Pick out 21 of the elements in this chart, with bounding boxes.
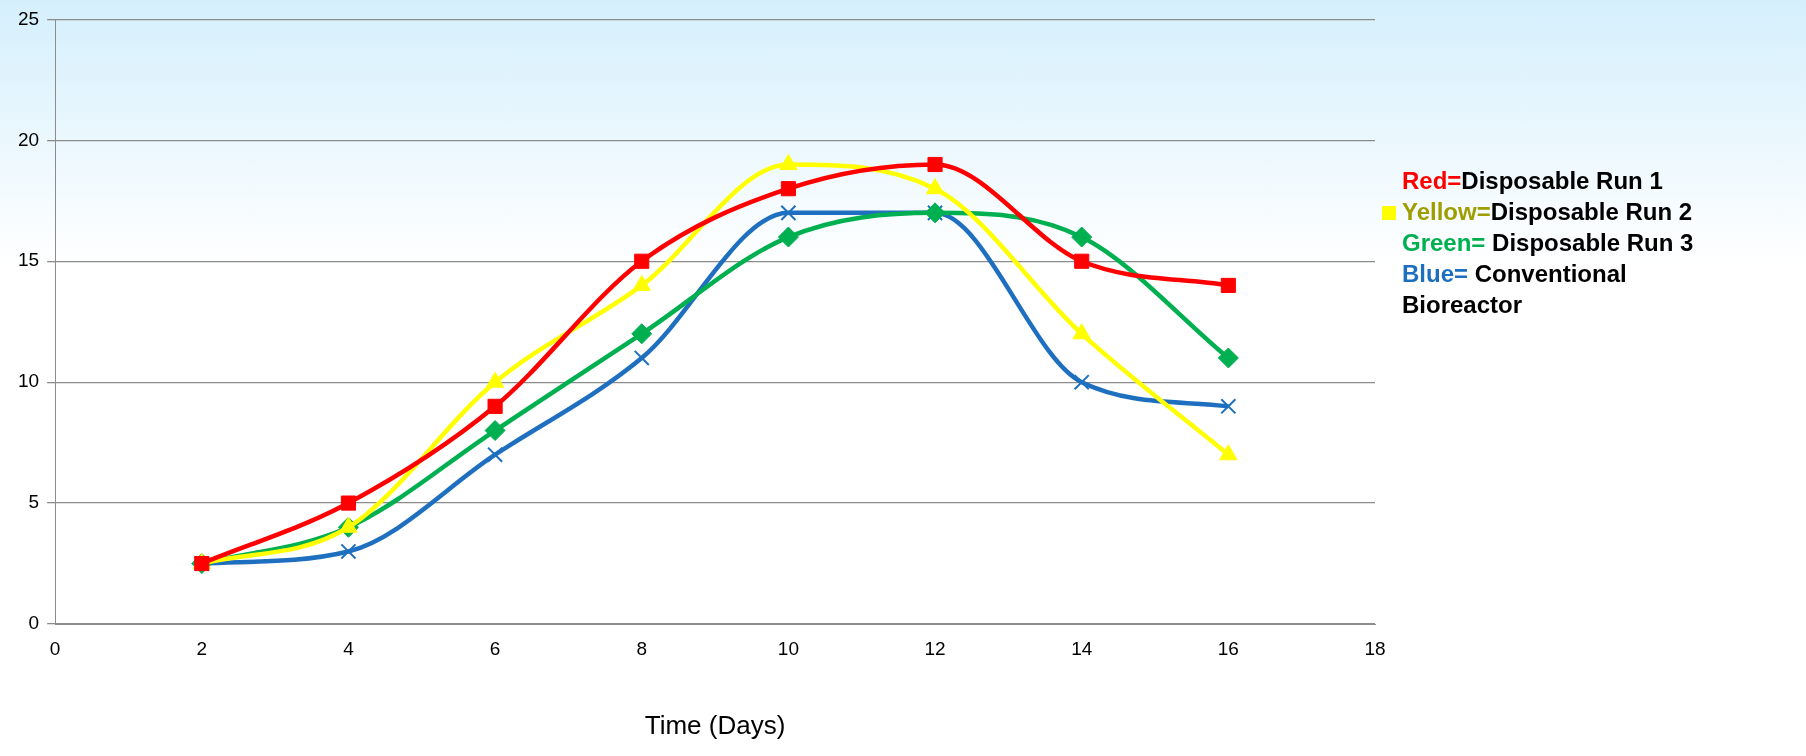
text: Red=Disposable Run 1 [1402,167,1663,194]
x-tick-label: 2 [196,637,208,659]
y-tick-label: 0 [28,612,40,634]
text: Blue= Conventional Bioreactor [1402,260,1627,318]
x-tick-label: 12 [924,637,946,659]
x-tick-label: 6 [489,637,501,659]
x-axis-title: Time (Days) [644,709,786,740]
x-tick-label: 18 [1364,637,1386,659]
x-tick-label: 16 [1217,637,1239,659]
y-tick-label: 10 [17,370,40,392]
text: Green= Disposable Run 3 [1402,229,1694,256]
y-tick-label: 5 [28,491,40,513]
x-tick-label: 14 [1071,637,1093,659]
x-tick-label: 10 [777,637,799,659]
x-tick-label: 8 [636,637,648,659]
x-tick-label: 0 [49,637,61,659]
x-tick-label: 4 [343,637,355,659]
y-tick-label: 15 [17,249,40,271]
y-tick-label: 25 [17,7,40,29]
y-tick-label: 20 [17,128,40,150]
legend-label: Yellow=Disposable Run 2 [1402,198,1693,225]
